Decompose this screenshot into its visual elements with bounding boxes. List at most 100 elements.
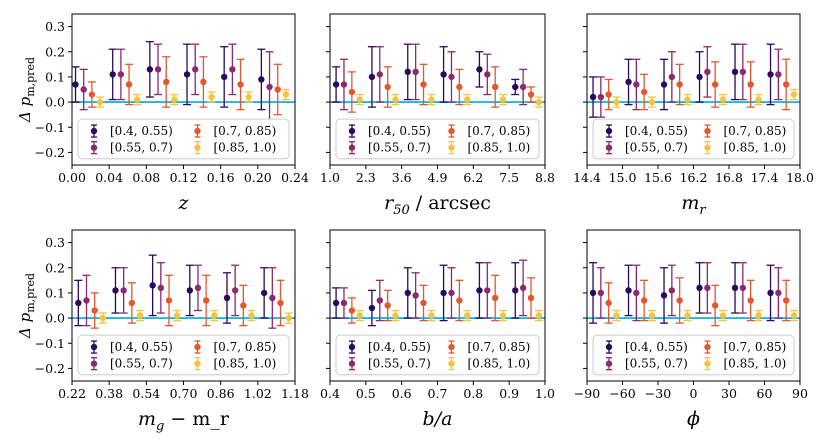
x-tick-label: 90 xyxy=(792,386,808,401)
data-point xyxy=(704,284,711,292)
data-point xyxy=(597,93,605,101)
data-point xyxy=(739,68,747,76)
data-point xyxy=(340,81,348,88)
series-1 xyxy=(332,262,520,327)
data-point xyxy=(719,312,727,319)
legend-item: [0.7, 0.85) xyxy=(194,340,276,354)
data-point xyxy=(163,78,170,86)
data-point xyxy=(72,81,79,88)
data-point xyxy=(384,83,391,91)
data-point xyxy=(266,83,273,91)
legend-item: [0.4, 0.55) xyxy=(90,340,173,354)
legend-item: [0.55, 0.7) xyxy=(605,141,688,155)
data-point xyxy=(80,86,87,93)
data-point xyxy=(633,81,640,88)
data-point xyxy=(676,297,683,304)
series-3 xyxy=(604,58,791,111)
data-point xyxy=(597,289,605,297)
panel-3: 14.4 15.0 15.6 16.2 16.8 17.4 18.0 mr [0.4, 0.55… xyxy=(573,13,814,218)
data-point xyxy=(775,71,782,78)
legend-item: [0.4, 0.55) xyxy=(605,340,688,354)
legend-label: [0.85, 1.0) xyxy=(214,357,277,371)
legend-item: [0.7, 0.85) xyxy=(194,124,276,138)
data-point xyxy=(192,66,199,73)
legend-item: [0.55, 0.7) xyxy=(90,357,173,371)
data-point xyxy=(384,302,391,309)
data-point xyxy=(491,83,499,91)
data-point xyxy=(223,294,231,302)
x-tick-label: 0.9 xyxy=(499,386,519,401)
legend-marker-point xyxy=(348,144,356,151)
data-point xyxy=(220,73,228,81)
panel-6: −90 −60 −30 0 30 60 90ϕ[0.4, 0.55)[0.55, 0.7)[… xyxy=(574,229,808,430)
legend-box xyxy=(77,334,290,376)
data-point xyxy=(109,71,116,78)
x-tick-label: 0.16 xyxy=(207,170,235,185)
data-point xyxy=(499,96,507,103)
series-4 xyxy=(96,88,290,108)
x-axis-label: mr xyxy=(681,192,706,218)
data-point xyxy=(668,73,676,81)
data-point xyxy=(711,81,719,88)
series-2 xyxy=(339,43,528,111)
data-point xyxy=(112,287,119,294)
data-point xyxy=(136,312,144,319)
data-point xyxy=(767,71,774,78)
y-axis-label: Δ pm,pred xyxy=(16,273,37,339)
data-point xyxy=(613,312,620,319)
legend-marker-point xyxy=(704,144,711,151)
data-point xyxy=(782,297,790,304)
y-tick-label: −0.1 xyxy=(35,120,65,135)
data-point xyxy=(491,294,499,302)
data-point xyxy=(376,297,384,304)
data-point xyxy=(448,73,455,81)
data-point xyxy=(157,284,165,292)
y-tick-label: 0.1 xyxy=(45,69,65,84)
data-point xyxy=(248,312,255,319)
legend: [0.4, 0.55) [0.55, 0.7) [0.7, 0.85) [0.85, … xyxy=(592,334,795,376)
legend-label: [0.7, 0.85) xyxy=(214,340,277,354)
legend-item: [0.55, 0.7) xyxy=(348,357,431,371)
data-point xyxy=(237,81,244,88)
legend-marker-point xyxy=(348,360,356,367)
legend-box xyxy=(335,118,540,160)
legend-label: [0.4, 0.55) xyxy=(625,340,688,354)
data-point xyxy=(464,312,471,319)
data-point xyxy=(476,66,483,73)
legend-label: [0.85, 1.0) xyxy=(724,141,787,155)
series-1 xyxy=(74,254,269,327)
data-point xyxy=(747,297,754,304)
panel-5: 0.4 0.5 0.6 0.7 0.8 0.9 1.0 b/a [0.4, 0.55) [0.55… xyxy=(320,229,555,430)
data-point xyxy=(640,297,648,304)
panel-2: 1.0 2.3 3.6 4.9 6.2 7.5 8.8 r50 / arcsec [0.4, 0… xyxy=(320,13,555,218)
data-point xyxy=(684,96,691,103)
legend-marker-point xyxy=(605,360,613,367)
data-point xyxy=(368,304,376,312)
legend-label: [0.55, 0.7) xyxy=(110,357,173,371)
data-point xyxy=(464,96,471,103)
data-point xyxy=(392,96,399,103)
data-point xyxy=(527,294,535,302)
data-point xyxy=(368,73,376,81)
y-tick-label: −0.2 xyxy=(35,361,65,376)
legend-label: [0.85, 1.0) xyxy=(214,141,277,155)
legend-label: [0.55, 0.7) xyxy=(368,141,431,155)
data-point xyxy=(376,71,384,78)
legend-label: [0.4, 0.55) xyxy=(368,340,431,354)
legend-marker-point xyxy=(90,127,98,135)
data-point xyxy=(775,289,782,297)
data-point xyxy=(456,297,463,304)
x-tick-label: 0 xyxy=(690,386,698,401)
data-point xyxy=(684,312,691,319)
data-point xyxy=(117,71,125,78)
x-tick-label: 60 xyxy=(757,386,773,401)
data-point xyxy=(404,289,411,297)
data-point xyxy=(767,289,774,297)
legend-item: [0.85, 1.0) xyxy=(194,357,276,371)
data-point xyxy=(200,78,207,86)
data-point xyxy=(260,289,268,297)
data-point xyxy=(202,297,210,304)
legend: [0.4, 0.55) [0.55, 0.7) [0.7, 0.85) [0.85, … xyxy=(77,118,290,160)
legend-marker-point xyxy=(704,343,711,351)
data-point xyxy=(428,312,435,319)
